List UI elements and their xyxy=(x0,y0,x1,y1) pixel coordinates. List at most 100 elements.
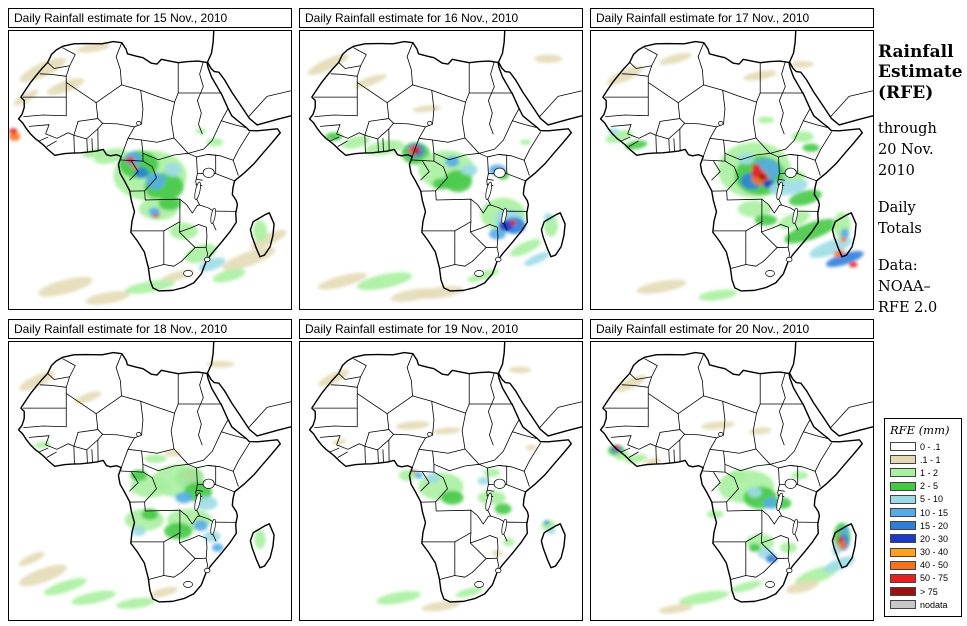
rain-cell xyxy=(729,469,747,481)
rain-cell xyxy=(432,427,461,435)
rain-cell xyxy=(342,135,371,149)
africa-rainfall-map xyxy=(9,31,291,305)
rain-cell xyxy=(9,128,18,134)
panel-grid: Daily Rainfall estimate for 15 Nov., 201… xyxy=(8,8,874,621)
rain-cell xyxy=(130,469,148,481)
rain-cell xyxy=(445,156,460,168)
legend-swatch xyxy=(890,600,916,610)
legend-row: 30 - 40 xyxy=(890,546,958,559)
rain-cell xyxy=(164,522,193,540)
legend-swatch xyxy=(890,560,916,570)
rain-cell xyxy=(441,490,464,505)
text-line: Data: xyxy=(878,258,918,275)
rain-cell xyxy=(395,420,430,430)
rain-cell xyxy=(791,61,814,68)
rain-cell xyxy=(849,261,858,268)
panel-title: Daily Rainfall estimate for 20 Nov., 201… xyxy=(590,319,874,339)
map-panel-16nov: Daily Rainfall estimate for 16 Nov., 201… xyxy=(299,8,583,310)
legend-label: 10 - 15 xyxy=(920,507,949,518)
rain-cell xyxy=(144,454,167,463)
rain-cell xyxy=(534,54,563,63)
legend-label: nodata xyxy=(920,599,948,610)
legend-swatch xyxy=(890,573,916,583)
panel-map xyxy=(590,30,874,310)
rain-cell xyxy=(356,272,413,291)
legend-swatch xyxy=(890,508,916,518)
rain-cell xyxy=(460,164,478,176)
text-line: RFE 2.0 xyxy=(878,300,938,317)
rain-cell xyxy=(615,451,629,461)
map-panel-20nov: Daily Rainfall estimate for 20 Nov., 201… xyxy=(590,319,874,621)
legend-swatch xyxy=(890,521,916,531)
sidebar-data-source: Data: NOAA– RFE 2.0 xyxy=(878,256,966,319)
rain-cell xyxy=(477,476,489,486)
legend-swatch xyxy=(890,442,916,452)
panel-map xyxy=(299,30,583,310)
rain-cell xyxy=(840,236,847,243)
rain-cell xyxy=(791,471,809,480)
rain-cell xyxy=(365,140,405,156)
rain-cell xyxy=(748,543,761,552)
sidebar-period: through 20 Nov. 2010 xyxy=(878,119,966,182)
rain-cell xyxy=(751,163,761,171)
rain-cell xyxy=(483,468,501,477)
map-panel-15nov: Daily Rainfall estimate for 15 Nov., 201… xyxy=(8,8,292,310)
rain-cell xyxy=(148,207,160,216)
rain-cell xyxy=(254,529,266,550)
rain-cell xyxy=(791,131,814,143)
legend-swatch xyxy=(890,494,916,504)
rain-cell xyxy=(19,57,67,83)
rain-cell xyxy=(659,52,692,65)
rain-cell xyxy=(354,74,387,88)
rain-cell xyxy=(252,220,268,243)
rain-cell xyxy=(729,580,763,593)
rain-cell xyxy=(823,556,855,573)
rain-cell xyxy=(116,597,156,609)
rain-cell xyxy=(678,590,729,605)
africa-rainfall-map xyxy=(308,342,582,612)
rain-cell xyxy=(71,590,116,605)
rain-cell xyxy=(840,228,850,240)
rain-cell xyxy=(698,289,738,301)
rain-cell xyxy=(748,427,772,435)
rain-cell xyxy=(624,140,648,150)
rain-cell xyxy=(206,360,235,368)
rain-cell xyxy=(198,257,226,272)
africa-rainfall-map xyxy=(307,31,582,302)
legend-label: > 75 xyxy=(920,586,938,597)
legend-row: nodata xyxy=(890,598,958,611)
rain-cell xyxy=(455,586,483,598)
panel-title: Daily Rainfall estimate for 18 Nov., 201… xyxy=(8,319,292,339)
legend: RFE (mm) 0 - .1 .1 - 1 1 - 2 2 - 5 5 - 10 10 … xyxy=(884,418,962,618)
legend-swatch xyxy=(890,468,916,478)
rain-cell xyxy=(9,132,21,141)
rain-cell xyxy=(543,213,553,222)
rain-cell xyxy=(134,167,149,179)
rain-cell xyxy=(838,540,846,550)
rain-cell xyxy=(222,247,276,271)
africa-rainfall-map xyxy=(599,342,873,614)
legend-swatch xyxy=(890,481,916,491)
rain-cell xyxy=(788,189,822,206)
legend-label: 2 - 5 xyxy=(920,481,939,492)
rain-cell xyxy=(658,604,693,614)
rain-cell xyxy=(398,469,416,481)
legend-row: 50 - 75 xyxy=(890,572,958,585)
legend-row: 2 - 5 xyxy=(890,480,958,493)
legend-label: 1 - 2 xyxy=(920,467,939,478)
rain-cell xyxy=(76,42,111,53)
rain-cell xyxy=(38,276,93,297)
rain-cell xyxy=(175,492,193,504)
rain-cell xyxy=(508,366,532,374)
rain-cell xyxy=(414,472,423,479)
rain-cell xyxy=(130,475,170,498)
rain-cell xyxy=(195,496,218,511)
rain-cell xyxy=(206,138,224,147)
rain-cell xyxy=(802,143,820,152)
rain-cell xyxy=(786,579,819,594)
sidebar-daily-totals: Daily Totals xyxy=(878,198,966,240)
map-panel-17nov: Daily Rainfall estimate for 17 Nov., 201… xyxy=(590,8,874,310)
rain-cell xyxy=(747,486,762,498)
rain-cell xyxy=(779,542,797,554)
rain-cell xyxy=(706,510,724,519)
